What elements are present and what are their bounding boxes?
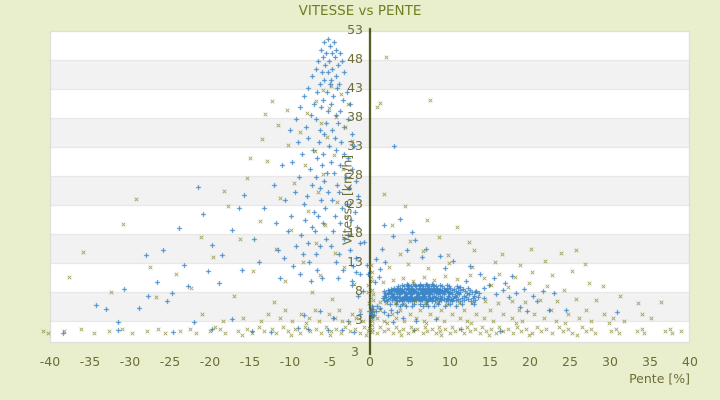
x-tick-label: -5	[323, 354, 337, 369]
x-tick-label: -20	[199, 354, 221, 369]
y-tick-label: 43	[347, 80, 363, 96]
x-tick-label: 0	[366, 354, 374, 369]
x-tick-label: 15	[482, 354, 498, 369]
y-tick-label: 48	[347, 51, 363, 67]
x-tick-label: 25	[562, 354, 578, 369]
y-tick-label: 18	[347, 225, 363, 241]
y-tick-label: 28	[347, 167, 363, 183]
x-tick-label: -25	[159, 354, 181, 369]
y-tick-label: 13	[347, 254, 363, 270]
y-tick-label: 8	[355, 283, 363, 299]
x-axis-title: Pente [%]	[629, 371, 690, 386]
x-tick-label: -35	[79, 354, 101, 369]
y-axis-title: Vitesse [km/h]	[339, 154, 355, 246]
x-tick-label: 5	[406, 354, 414, 369]
x-tick-label: 20	[522, 354, 538, 369]
x-tick-label: -10	[279, 354, 301, 369]
x-tick-label: 35	[642, 354, 658, 369]
y-tick-label: 23	[347, 196, 363, 212]
x-tick-label: -30	[119, 354, 141, 369]
y-tick-label: 53	[347, 22, 363, 38]
y-tick-label: 3	[355, 312, 363, 328]
x-tick-label: -15	[239, 354, 261, 369]
y-tick-label: 38	[347, 109, 363, 125]
x-tick-label: 40	[682, 354, 698, 369]
y-axis-bottom-label: 3	[351, 344, 359, 359]
x-tick-label: 10	[442, 354, 458, 369]
x-tick-label: -40	[39, 354, 61, 369]
x-tick-label: 30	[602, 354, 618, 369]
y-tick-label: 33	[347, 138, 363, 154]
